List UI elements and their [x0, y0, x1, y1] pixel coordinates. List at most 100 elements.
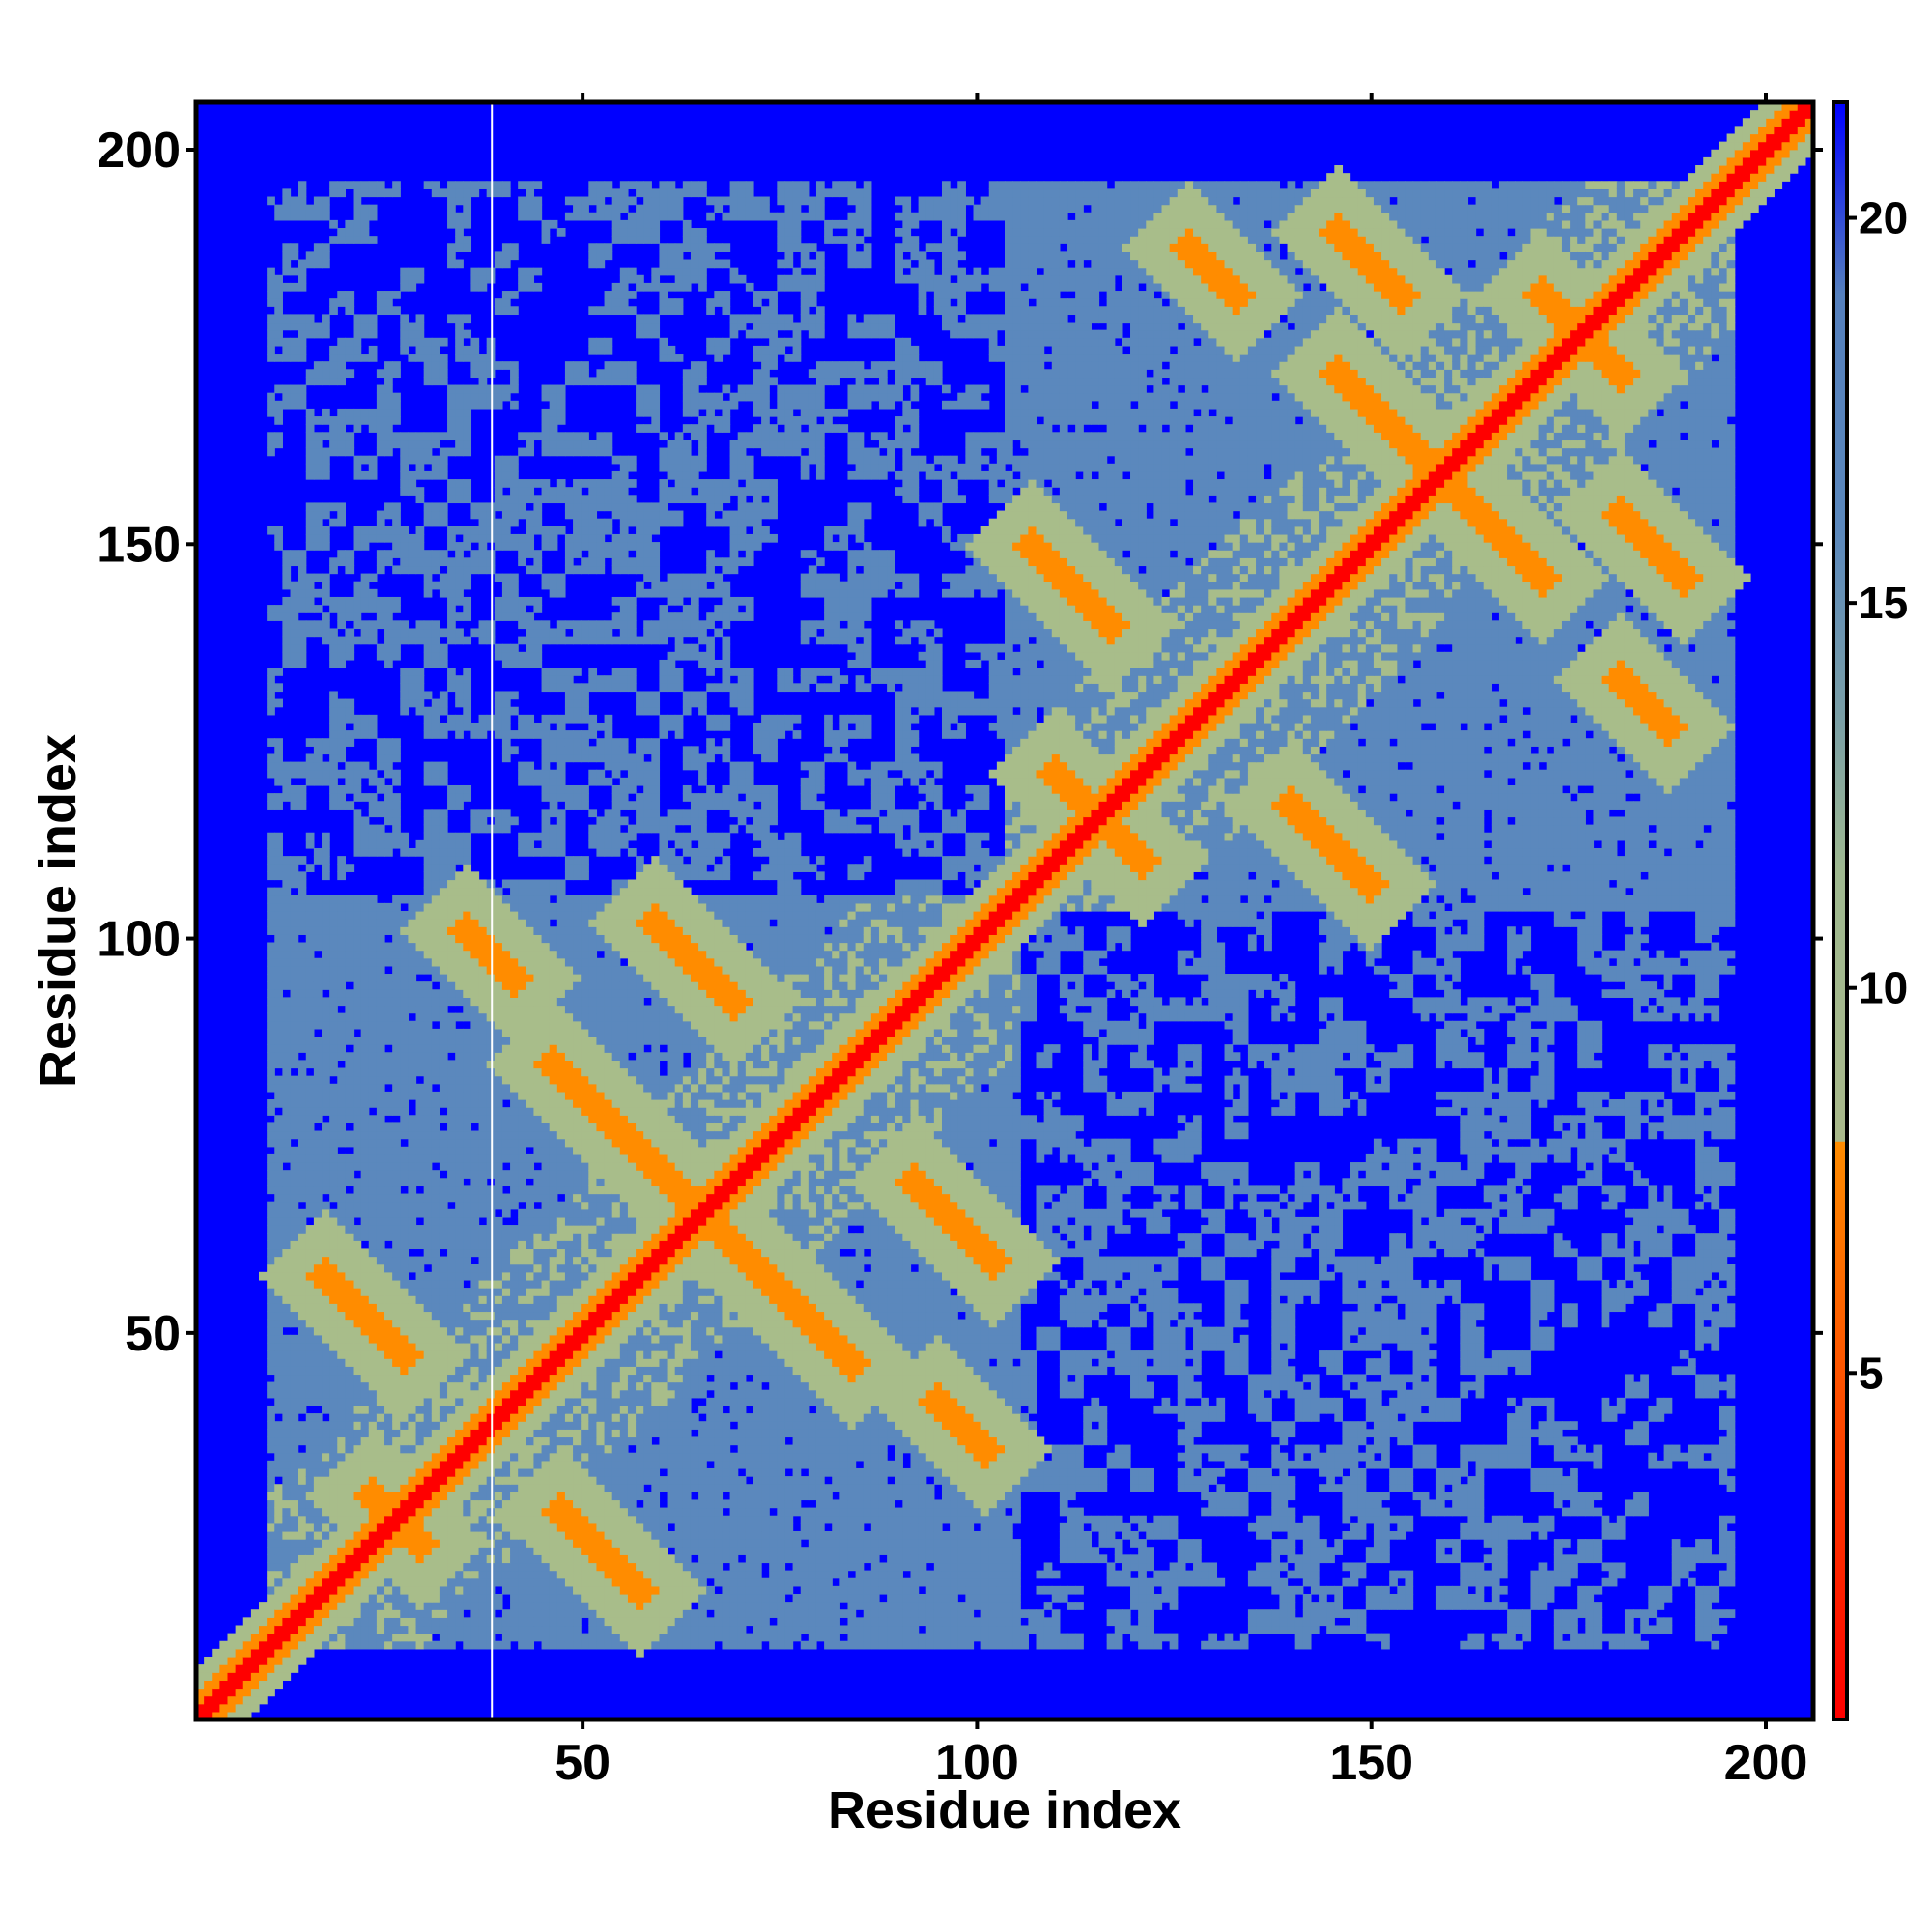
- heatmap-cell: [305, 1295, 315, 1304]
- heatmap-cell: [400, 1633, 410, 1642]
- heatmap-cell: [376, 1044, 385, 1053]
- heatmap-cell: [729, 1577, 739, 1587]
- heatmap-cell: [408, 1484, 417, 1492]
- heatmap-cell: [1184, 1547, 1194, 1555]
- heatmap-cell: [1146, 1547, 1154, 1555]
- heatmap-cell: [745, 1507, 754, 1517]
- heatmap-cell: [415, 1397, 425, 1406]
- heatmap-cell: [313, 1507, 323, 1517]
- heatmap-cell: [478, 1492, 488, 1501]
- heatmap-cell: [322, 1577, 330, 1587]
- heatmap-cell: [313, 628, 323, 638]
- heatmap-cell: [290, 1185, 299, 1195]
- heatmap-cell: [196, 1688, 205, 1697]
- heatmap-cell: [439, 1593, 448, 1603]
- heatmap-cell: [800, 1602, 810, 1610]
- heatmap-cell: [227, 1664, 237, 1673]
- heatmap-cell: [800, 1554, 810, 1564]
- heatmap-cell: [808, 1522, 817, 1532]
- heatmap-cell: [298, 1326, 307, 1336]
- heatmap-cell: [337, 354, 346, 362]
- heatmap-cell: [329, 1562, 338, 1572]
- heatmap-cell: [290, 864, 299, 872]
- heatmap-cell: [455, 1593, 464, 1603]
- heatmap-cell: [1703, 1539, 1712, 1548]
- heatmap-cell: [305, 588, 315, 598]
- heatmap-cell: [384, 911, 393, 920]
- heatmap-cell: [282, 864, 292, 872]
- heatmap-cell: [250, 1640, 260, 1650]
- heatmap-cell: [282, 267, 292, 276]
- heatmap-cell: [1310, 1562, 1320, 1572]
- heatmap-cell: [282, 1585, 292, 1595]
- heatmap-cell: [510, 1507, 519, 1517]
- heatmap-cell: [714, 1499, 724, 1509]
- heatmap-cell: [518, 1562, 526, 1572]
- heatmap-cell: [274, 989, 283, 998]
- heatmap-cell: [290, 1530, 299, 1540]
- heatmap-cell: [745, 1593, 754, 1603]
- heatmap-cell: [556, 1602, 566, 1610]
- heatmap-cell: [698, 1562, 707, 1572]
- heatmap-cell: [313, 777, 323, 786]
- heatmap-cell: [1098, 1522, 1108, 1532]
- heatmap-cell: [933, 1577, 943, 1587]
- heatmap-cell: [643, 1507, 652, 1517]
- heatmap-cell: [925, 1515, 935, 1524]
- heatmap-cell: [345, 1499, 355, 1509]
- heatmap-cell: [581, 1507, 589, 1517]
- heatmap-cell: [965, 1492, 975, 1501]
- heatmap-cell: [267, 761, 275, 771]
- heatmap-cell: [996, 1577, 1006, 1587]
- heatmap-cell: [259, 1656, 268, 1665]
- heatmap-cell: [965, 1507, 975, 1517]
- heatmap-cell: [470, 1539, 480, 1548]
- heatmap-cell: [753, 1562, 762, 1572]
- heatmap-cell: [322, 1271, 330, 1281]
- heatmap-cell: [360, 1625, 370, 1634]
- heatmap-cell: [274, 668, 283, 676]
- heatmap-cell: [290, 965, 299, 975]
- heatmap-cell: [267, 1467, 275, 1477]
- heatmap-cell: [855, 1547, 865, 1555]
- heatmap-cell: [1498, 1602, 1508, 1610]
- heatmap-cell: [290, 1342, 299, 1351]
- heatmap-cell: [322, 746, 330, 755]
- heatmap-cell: [290, 1554, 299, 1564]
- heatmap-cell: [274, 1288, 283, 1296]
- heatmap-cell: [368, 181, 378, 189]
- heatmap-cell: [353, 1562, 362, 1572]
- heatmap-cell: [1679, 1547, 1689, 1555]
- heatmap-cell: [376, 400, 385, 410]
- heatmap-cell: [384, 957, 393, 967]
- heatmap-cell: [392, 926, 401, 935]
- heatmap-cell: [345, 1138, 355, 1148]
- heatmap-cell: [384, 1225, 393, 1234]
- heatmap-cell: [384, 753, 393, 763]
- heatmap-cell: [510, 1593, 519, 1603]
- heatmap-cell: [392, 1216, 401, 1226]
- heatmap-cell: [518, 1585, 526, 1595]
- heatmap-cell: [267, 871, 275, 881]
- heatmap-cell: [957, 1633, 966, 1642]
- heatmap-cell: [1624, 1633, 1634, 1642]
- heatmap-cell: [533, 1554, 543, 1564]
- heatmap-cell: [556, 1539, 566, 1548]
- heatmap-cell: [415, 542, 425, 551]
- heatmap-cell: [722, 1570, 731, 1579]
- heatmap-cell: [415, 322, 425, 331]
- heatmap-cell: [392, 605, 401, 613]
- heatmap-cell: [360, 1115, 370, 1124]
- heatmap-cell: [706, 1602, 715, 1610]
- heatmap-cell: [274, 1640, 283, 1650]
- heatmap-cell: [322, 1216, 330, 1226]
- heatmap-cell: [322, 950, 330, 959]
- heatmap-cell: [1247, 1522, 1257, 1532]
- heatmap-cell: [384, 1554, 393, 1564]
- heatmap-cell: [1397, 1585, 1406, 1595]
- heatmap-cell: [973, 1585, 982, 1595]
- heatmap-cell: [282, 1664, 292, 1673]
- heatmap-cell: [329, 746, 338, 755]
- heatmap-cell: [376, 957, 385, 967]
- heatmap-cell: [345, 1602, 355, 1610]
